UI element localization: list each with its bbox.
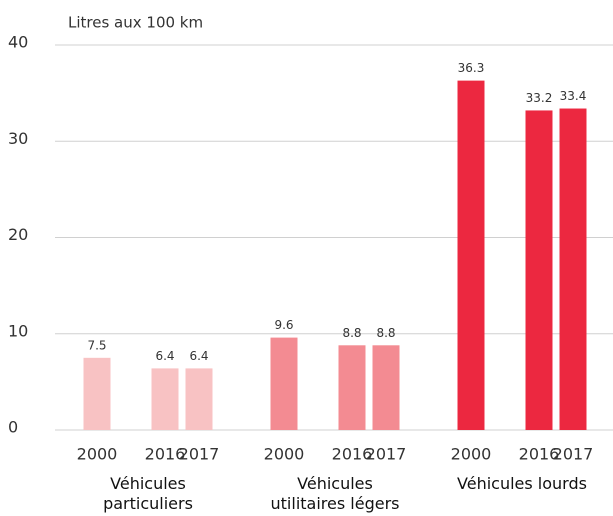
value-label: 33.4	[560, 89, 587, 103]
value-label: 36.3	[458, 61, 485, 75]
value-label: 6.4	[189, 349, 208, 363]
bar	[338, 345, 366, 430]
y-tick-label: 40	[8, 33, 28, 52]
value-label: 33.2	[526, 91, 553, 105]
bar	[185, 368, 213, 430]
x-tick-label: 2000	[77, 445, 118, 464]
bar	[525, 110, 553, 430]
y-tick-label: 0	[8, 418, 18, 437]
x-tick-label: 2000	[451, 445, 492, 464]
y-axis-label: Litres aux 100 km	[68, 14, 203, 32]
value-label: 8.8	[376, 326, 395, 340]
value-label: 8.8	[342, 326, 361, 340]
x-tick-label: 2016	[519, 445, 560, 464]
group-label: Véhicules utilitaires légers	[270, 474, 400, 513]
value-label: 6.4	[155, 349, 174, 363]
bar	[457, 80, 485, 431]
bar	[372, 345, 400, 430]
bar	[83, 357, 111, 430]
y-tick-label: 30	[8, 129, 28, 148]
bar	[151, 368, 179, 430]
value-label: 7.5	[87, 338, 106, 352]
bar	[559, 108, 587, 431]
x-tick-label: 2017	[366, 445, 407, 464]
value-label: 9.6	[274, 318, 293, 332]
group-label: Véhicules particuliers	[103, 474, 193, 513]
x-tick-label: 2017	[553, 445, 594, 464]
y-tick-label: 20	[8, 225, 28, 244]
y-tick-label: 10	[8, 321, 28, 340]
bar	[270, 337, 298, 430]
x-tick-label: 2000	[264, 445, 305, 464]
x-tick-label: 2016	[332, 445, 373, 464]
group-label: Véhicules lourds	[457, 474, 587, 493]
x-tick-label: 2016	[145, 445, 186, 464]
x-tick-label: 2017	[179, 445, 220, 464]
